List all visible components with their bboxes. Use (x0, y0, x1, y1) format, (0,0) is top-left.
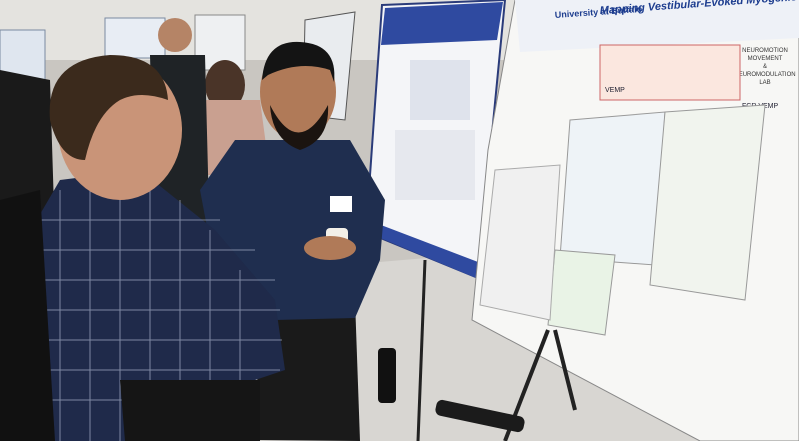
lab-line: LAB (759, 80, 770, 86)
poster-figure (479, 164, 561, 321)
middle-poster-footer (366, 220, 478, 278)
presenter-trousers (255, 300, 360, 441)
lab-line: MOVEMENT (748, 56, 783, 62)
name-badge (330, 196, 352, 212)
background-poster (104, 17, 166, 59)
water-bottle (378, 348, 396, 403)
poster-figure (559, 111, 666, 266)
person-hair (205, 60, 245, 110)
foreground-shirt (20, 170, 285, 441)
person-head (158, 18, 192, 52)
foreground-hair (49, 55, 169, 160)
poster-label: VEMP (605, 87, 625, 94)
poster-figure (410, 60, 470, 120)
lab-line: NEUROMOTION (742, 48, 788, 54)
bag (120, 380, 260, 441)
poster-figure (599, 44, 741, 101)
poster-figure (649, 104, 766, 301)
easel-leg (553, 329, 577, 411)
lab-line: NEUROMODULATION (734, 72, 795, 78)
poster-figure (395, 130, 475, 200)
presenter-beard (270, 105, 329, 150)
presenter-hands (304, 236, 356, 260)
presenter-hair (262, 41, 335, 82)
lab-line: & (763, 64, 767, 70)
middle-poster-header (381, 2, 503, 45)
easel-leg (416, 259, 427, 441)
floor-case (435, 399, 525, 433)
poster-heatmap (547, 249, 616, 336)
backpack (0, 190, 55, 441)
lab-logo: NEUROMOTION MOVEMENT & NEUROMODULATION L… (734, 48, 795, 86)
main-poster-header (515, 0, 799, 52)
